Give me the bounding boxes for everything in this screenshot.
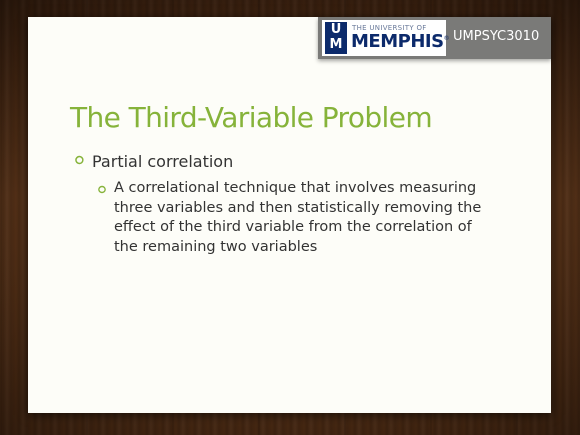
sub-bullet-text: A correlational technique that involves … [114, 180, 482, 255]
slide-title: The Third-Variable Problem [70, 101, 433, 134]
bullet-text: Partial correlation [92, 152, 234, 171]
sub-bullet-item: ⭘ A correlational technique that involve… [98, 179, 488, 257]
hollow-circle-bullet-icon: ⭘ [75, 154, 84, 167]
logo-university-line: THE UNIVERSITY OF [352, 24, 427, 32]
um-monogram-icon: U M [325, 22, 347, 54]
course-code: UMPSYC3010 [453, 29, 540, 44]
university-logo: U M THE UNIVERSITY OF MEMPHIS® [322, 20, 450, 56]
slide: U M THE UNIVERSITY OF MEMPHIS® UMPSYC301… [28, 17, 551, 413]
hollow-circle-bullet-icon: ⭘ [98, 185, 106, 196]
logo-name: MEMPHIS® [351, 31, 450, 52]
header-banner: U M THE UNIVERSITY OF MEMPHIS® UMPSYC301… [318, 17, 551, 59]
